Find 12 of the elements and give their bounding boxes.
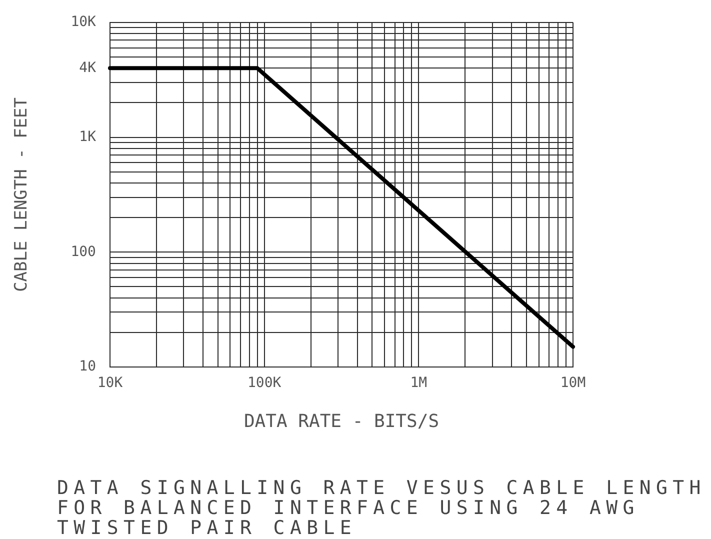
y-axis-title: CABLE LENGTH - FEET xyxy=(12,97,32,292)
x-tick-label: 10K xyxy=(97,375,124,392)
x-tick-label: 1M xyxy=(410,375,428,392)
x-tick-label: 100K xyxy=(247,375,282,392)
y-tick-label: 100 xyxy=(70,244,96,260)
y-tick-label: 4K xyxy=(79,60,97,76)
x-tick-label: 10M xyxy=(560,375,586,392)
x-axis-title: DATA RATE - BITS/S xyxy=(244,410,440,432)
y-tick-label: 10K xyxy=(70,14,97,30)
text: DATA SIGNALLING RATE VESUS CABLE LENGTH FOR BALANCED INTERFACE USING 24 AWG TWISTED PAIR CABLE xyxy=(57,477,707,539)
y-tick-label: 10 xyxy=(79,358,96,375)
y-tick-label: 1K xyxy=(79,128,97,145)
